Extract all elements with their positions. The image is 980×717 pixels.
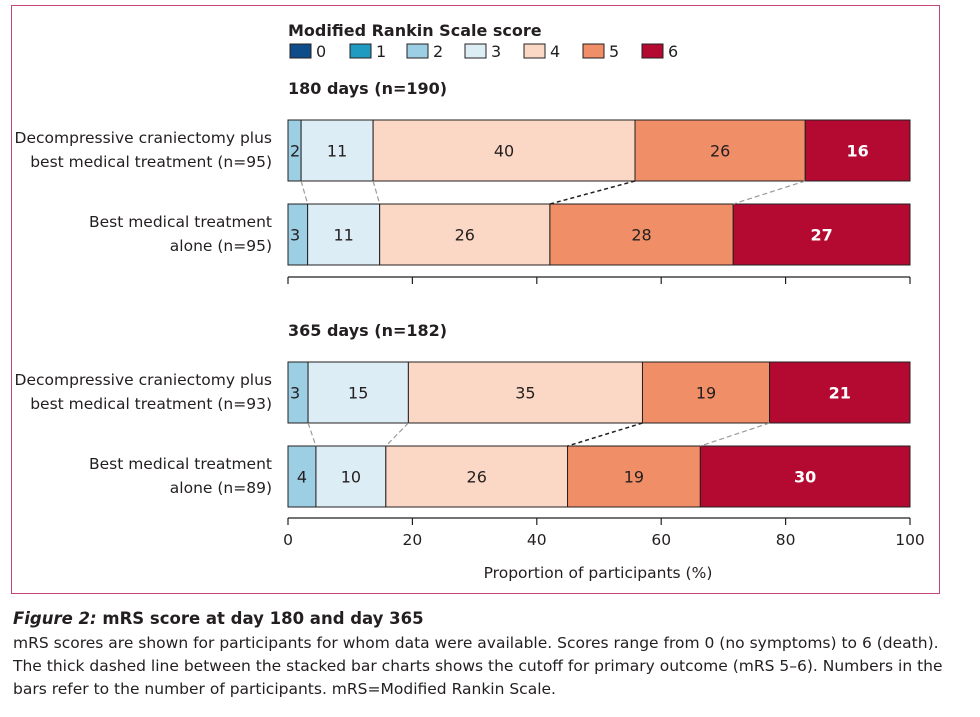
bar-segment-mrs-6: [769, 361, 911, 424]
row-label-line: alone (n=95): [170, 237, 272, 255]
bar-segment-mrs-6: [732, 203, 911, 266]
bar-segment-mrs-5: [567, 445, 701, 508]
bar-value-label: 2: [290, 142, 300, 161]
row-label-line: best medical treatment (n=93): [30, 395, 272, 413]
axis-tick-label: 0: [283, 531, 293, 549]
connector-line: [700, 422, 770, 447]
bar-segment-mrs-5: [549, 203, 734, 266]
connector-line: [733, 180, 806, 205]
axis-tick-label: 80: [776, 531, 796, 549]
bar-segment-mrs-5: [634, 119, 806, 182]
stacked-bar-chart: Modified Rankin Scale score 0 1 2 3 4 5 6 180 …: [15, 21, 925, 582]
connector-line: [385, 422, 409, 447]
caption-heading: mRS score at day 180 and day 365: [96, 609, 424, 628]
connector-line: [307, 422, 317, 447]
figure-caption: Figure 2: mRS score at day 180 and day 3…: [13, 609, 968, 701]
legend-label-5: 5: [609, 42, 619, 61]
bar-value-label: 40: [494, 142, 514, 161]
legend-swatch-1: [349, 43, 372, 59]
axis-tick-label: 60: [651, 531, 671, 549]
bar-value-label: 11: [327, 142, 347, 161]
bar-value-label: 27: [810, 226, 832, 245]
caption-title: Figure 2: mRS score at day 180 and day 3…: [13, 609, 968, 628]
legend-label-0: 0: [316, 42, 326, 61]
panel-365-days: 365 days (n=182) 3 15 35 19 21 Decompressive c…: [15, 321, 925, 549]
row-label-line: Decompressive craniectomy plus: [15, 129, 272, 147]
legend-label-1: 1: [376, 42, 386, 61]
bar-segment-mrs-3: [307, 361, 409, 424]
bar-value-label: 26: [467, 468, 487, 487]
axis-tick-label: 100: [895, 531, 925, 549]
bar-segment-mrs-4: [379, 203, 551, 266]
bar-value-label: 11: [333, 226, 353, 245]
bar-segment-mrs-4: [385, 445, 569, 508]
bar-value-label: 26: [455, 226, 475, 245]
bar-value-label: 28: [631, 226, 651, 245]
legend-swatch-2: [406, 43, 429, 59]
bar-segment-mrs-6: [699, 445, 911, 508]
bar-segment-mrs-3: [315, 445, 387, 508]
bar-value-label: 3: [290, 226, 300, 245]
bar-value-label: 26: [710, 142, 730, 161]
bar-value-label: 19: [696, 384, 716, 403]
legend-swatch-6: [641, 43, 664, 59]
legend-label-3: 3: [491, 42, 501, 61]
figure-frame: [11, 5, 940, 594]
caption-figure-label: Figure 2:: [13, 609, 97, 628]
bar-value-label: 30: [794, 468, 816, 487]
x-axis: Proportion of participants (%): [484, 564, 713, 582]
panel-title: 365 days (n=182): [288, 321, 447, 340]
legend-title: Modified Rankin Scale score: [288, 21, 542, 40]
bar-value-label: 15: [348, 384, 368, 403]
x-axis-label: Proportion of participants (%): [484, 564, 713, 582]
bar-segment-mrs-3: [307, 203, 381, 266]
bar-value-label: 19: [624, 468, 644, 487]
bar-value-label: 21: [829, 384, 851, 403]
axis-tick-label: 40: [527, 531, 547, 549]
legend: Modified Rankin Scale score 0 1 2 3 4 5 6: [288, 21, 678, 61]
connector-line: [300, 180, 309, 205]
bar-segment-mrs-6: [804, 119, 911, 182]
bar-value-label: 4: [297, 468, 307, 487]
bar-segment-mrs-4: [372, 119, 636, 182]
legend-label-4: 4: [550, 42, 560, 61]
row-label-line: Decompressive craniectomy plus: [15, 371, 272, 389]
row-label-line: Best medical treatment: [89, 455, 272, 473]
row-label-line: Best medical treatment: [89, 213, 272, 231]
panel-title: 180 days (n=190): [288, 79, 447, 98]
legend-label-6: 6: [668, 42, 678, 61]
legend-label-2: 2: [433, 42, 443, 61]
row-label-line: best medical treatment (n=95): [30, 153, 272, 171]
primary-outcome-cutoff-line: [549, 180, 636, 205]
legend-swatch-3: [464, 43, 487, 59]
bar-value-label: 3: [290, 384, 300, 403]
legend-swatch-4: [523, 43, 546, 59]
legend-swatch-0: [289, 43, 312, 59]
bar-value-label: 35: [515, 384, 535, 403]
primary-outcome-cutoff-line: [567, 422, 643, 447]
bar-segment-mrs-2: [287, 445, 317, 508]
bar-segment-mrs-3: [300, 119, 374, 182]
legend-swatch-5: [582, 43, 605, 59]
bar-segment-mrs-4: [407, 361, 643, 424]
axis-tick-label: 20: [403, 531, 423, 549]
panel-180-days: 180 days (n=190) 2 11 40 26 16 Decompressive c…: [15, 79, 911, 284]
row-label-line: alone (n=89): [170, 479, 272, 497]
bar-value-label: 16: [846, 142, 868, 161]
connector-line: [372, 180, 381, 205]
caption-body: mRS scores are shown for participants fo…: [13, 634, 943, 698]
bar-value-label: 10: [341, 468, 361, 487]
